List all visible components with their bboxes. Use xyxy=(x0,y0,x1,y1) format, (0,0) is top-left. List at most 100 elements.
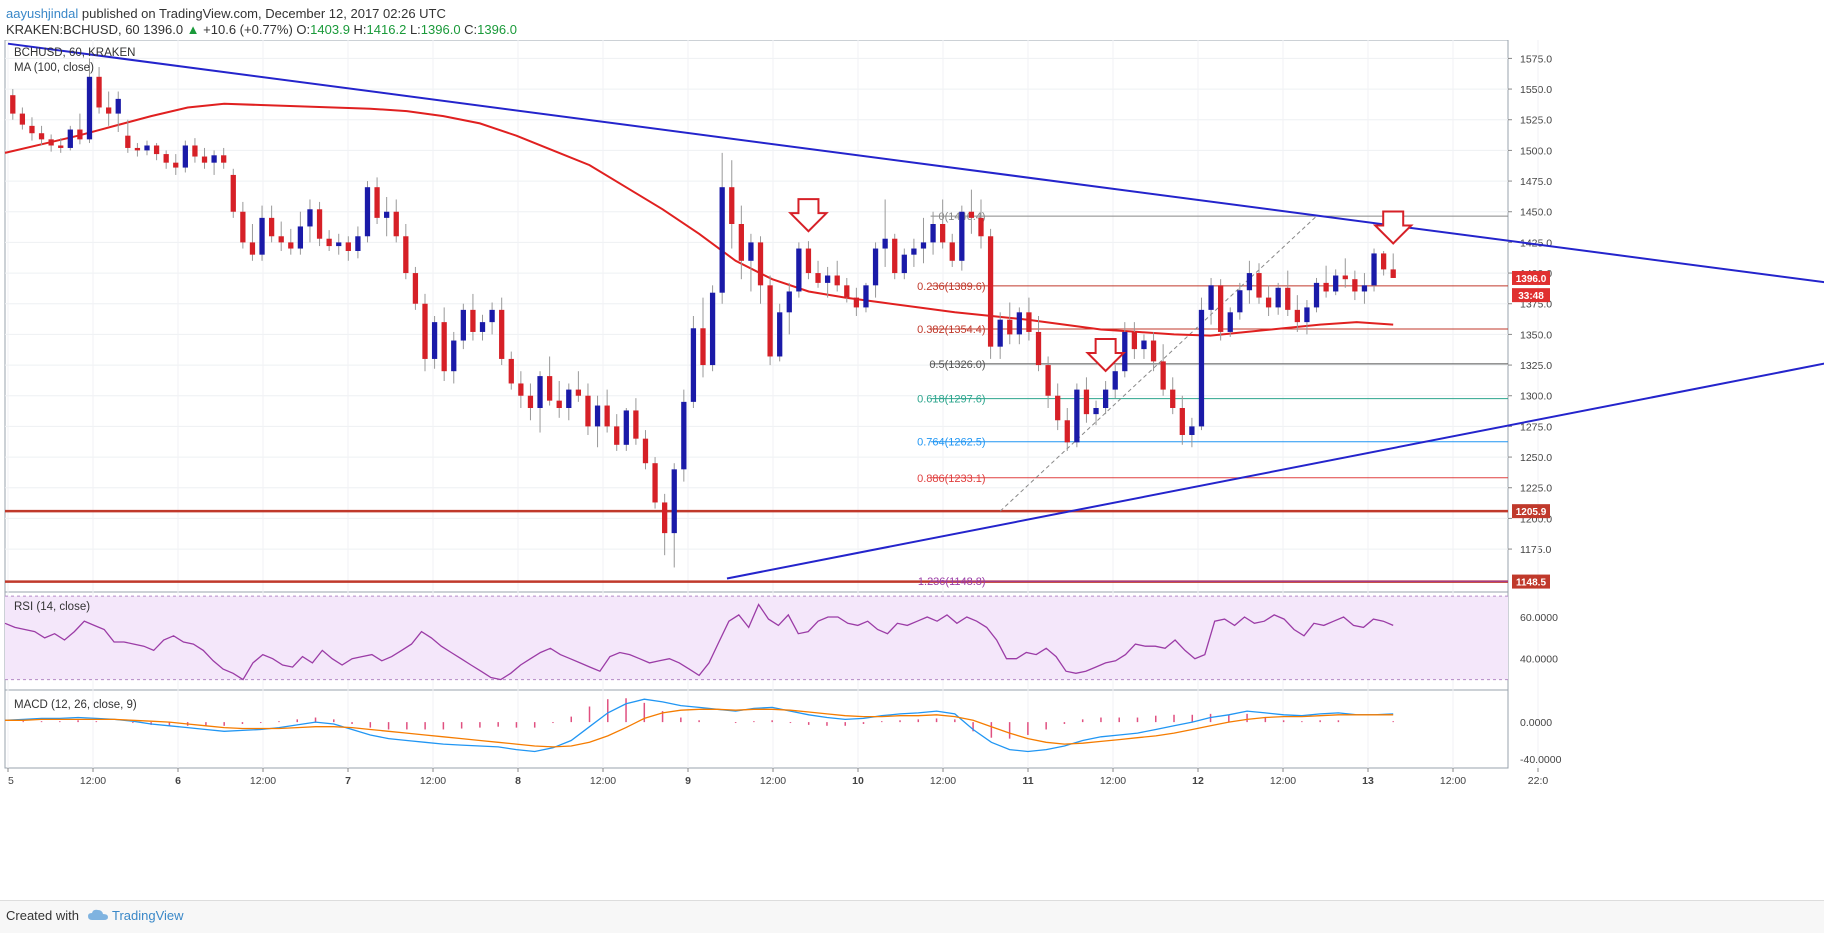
candle-body xyxy=(892,238,898,274)
candle-body xyxy=(412,273,419,304)
candle-body xyxy=(77,129,83,140)
ma-line xyxy=(4,102,1394,337)
macd-y-tick-label: -40.0000 xyxy=(1520,754,1562,766)
candle-body xyxy=(1112,371,1118,390)
x-tick-label: 12:00 xyxy=(760,775,786,787)
rsi-line xyxy=(4,603,1394,681)
candle-body xyxy=(1074,389,1080,443)
fib-anchor-line xyxy=(999,215,1317,512)
candle-body xyxy=(48,139,54,146)
candle-body xyxy=(614,426,620,445)
change-arrow-icon: ▲ xyxy=(186,22,200,37)
candle-body xyxy=(211,155,217,163)
fib-label: 0.618(1297.6) xyxy=(917,394,986,406)
candle-body xyxy=(1170,389,1176,408)
candle-body xyxy=(1055,395,1061,421)
candle-body xyxy=(278,236,284,243)
candle-body xyxy=(662,502,668,534)
candle-body xyxy=(1208,285,1214,310)
candle-body xyxy=(307,209,313,227)
candle-body xyxy=(1275,287,1281,308)
candle-body xyxy=(1007,319,1013,335)
candle-body xyxy=(384,211,390,218)
candle-body xyxy=(729,187,735,224)
trendline-support xyxy=(726,362,1824,580)
candle-body xyxy=(297,226,304,249)
chart-header: aayushjindal published on TradingView.co… xyxy=(0,0,1824,40)
candle-body xyxy=(1198,309,1205,427)
y-tick-label: 1300.0 xyxy=(1520,391,1552,403)
candle-body xyxy=(249,242,256,255)
candle-body xyxy=(364,187,371,237)
candle-body xyxy=(604,405,610,427)
candle-body xyxy=(882,238,888,249)
fib-label: 0.764(1262.5) xyxy=(917,437,986,449)
macd-line xyxy=(4,698,1394,753)
candle-body xyxy=(240,211,246,243)
down-arrow-icon xyxy=(1085,338,1127,373)
ma-legend: MA (100, close) xyxy=(14,62,94,74)
candle-body xyxy=(1323,282,1329,292)
candle-body xyxy=(58,145,64,148)
candle-body xyxy=(182,145,188,168)
x-tick-label: 7 xyxy=(345,775,351,787)
publish-line: aayushjindal published on TradingView.co… xyxy=(6,6,446,21)
candle-body xyxy=(374,187,380,218)
candle-body xyxy=(355,236,361,251)
candle-body xyxy=(1160,361,1166,390)
chart-canvas[interactable]: 1175.01200.01225.01250.01275.01300.01325… xyxy=(0,40,1824,900)
candle-body xyxy=(201,156,208,163)
candle-body xyxy=(518,383,524,396)
candle-body xyxy=(949,242,955,261)
candle-body xyxy=(144,145,150,151)
y-tick-label: 1225.0 xyxy=(1520,483,1552,495)
candle-body xyxy=(1380,253,1387,270)
candle-body xyxy=(1390,269,1396,278)
candle-body xyxy=(834,275,840,286)
candle-body xyxy=(1294,309,1300,323)
candle-body xyxy=(431,322,438,359)
candle-body xyxy=(987,236,994,347)
fib-label: 0.236(1389.6) xyxy=(917,281,986,293)
y-tick-label: 1250.0 xyxy=(1520,452,1552,464)
x-tick-label: 12:00 xyxy=(1440,775,1466,787)
y-tick-label: 1475.0 xyxy=(1520,176,1552,188)
candle-body xyxy=(1333,275,1339,292)
close-value: 1396.0 xyxy=(477,22,517,37)
tradingview-link[interactable]: TradingView xyxy=(112,908,184,923)
price-badge-label: 1396.0 xyxy=(1516,274,1547,285)
candle-body xyxy=(1246,273,1253,291)
candle-body xyxy=(1045,365,1051,396)
candle-body xyxy=(1313,282,1320,308)
price-badge xyxy=(1512,574,1550,589)
fib-label: 1.236(1148.8) xyxy=(918,576,986,588)
high-value: 1416.2 xyxy=(366,22,407,37)
candle-body xyxy=(901,254,907,274)
x-tick-label: 6 xyxy=(175,775,181,787)
candle-body xyxy=(853,297,860,308)
candle-body xyxy=(19,113,26,125)
price-badge-label: 33:48 xyxy=(1518,291,1544,302)
down-arrow-icon xyxy=(788,198,829,233)
price-badge xyxy=(1512,504,1550,519)
candle-body xyxy=(125,135,131,148)
open-value: 1403.9 xyxy=(310,22,350,37)
main-pane-title: BCHUSD, 60, KRAKEN xyxy=(14,47,135,59)
x-tick-label: 12:00 xyxy=(590,775,616,787)
x-tick-label: 9 xyxy=(685,775,691,787)
candle-body xyxy=(623,410,629,445)
candle-body xyxy=(844,285,850,298)
candle-body xyxy=(978,217,984,237)
x-tick-label: 12:00 xyxy=(80,775,106,787)
candle-body xyxy=(1218,285,1224,332)
last-price: 1396.0 xyxy=(143,22,184,37)
candle-body xyxy=(1179,408,1185,435)
candle-body xyxy=(1371,253,1377,286)
candle-body xyxy=(633,410,639,439)
candle-body xyxy=(115,98,121,114)
x-tick-label: 22:0 xyxy=(1528,775,1549,787)
high-label: H: xyxy=(353,22,367,37)
candle-body xyxy=(1256,273,1262,298)
x-tick-label: 12:00 xyxy=(250,775,276,787)
author-link[interactable]: aayushjindal xyxy=(6,6,79,21)
